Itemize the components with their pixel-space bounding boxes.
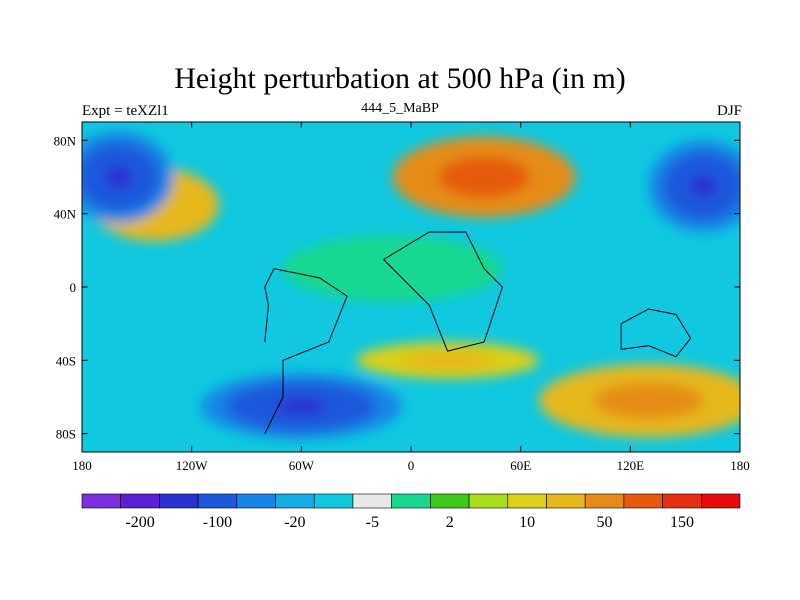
colorbar-box-4 — [236, 493, 276, 509]
season-label: DJF — [716, 103, 742, 119]
chart-title: Height perturbation at 500 hPa (in m) — [174, 62, 626, 95]
colorbar-box-3 — [197, 493, 238, 509]
colorbar-box-1 — [120, 493, 160, 509]
colorbar-label-5: 10 — [519, 514, 535, 531]
x-tick-label-1: 120W — [176, 458, 209, 473]
y-tick-label-2: 0 — [70, 280, 77, 295]
x-tick-label-0: 180 — [72, 458, 92, 473]
experiment-label: Expt = teXZl1 — [82, 103, 169, 119]
x-tick-label-4: 60E — [510, 458, 531, 473]
colorbar-box-13 — [584, 493, 625, 509]
x-tick-label-3: 0 — [408, 458, 415, 473]
colorbar-label-1: -100 — [203, 514, 232, 531]
colorbar-box-7 — [352, 493, 392, 509]
y-tick-label-0: 80N — [54, 133, 77, 148]
field-feature-5-ring-3 — [276, 397, 327, 415]
colorbar-label-6: 50 — [597, 514, 613, 531]
colorbar-box-11 — [507, 493, 547, 509]
y-tick-label-4: 80S — [56, 427, 76, 442]
colorbar-label-7: 150 — [670, 514, 694, 531]
field-feature-4-ring-3 — [689, 174, 718, 198]
colorbar-box-12 — [546, 493, 586, 509]
x-tick-label-2: 60W — [289, 458, 315, 473]
field-feature-7-ring-3 — [424, 355, 471, 365]
x-tick-label-6: 180 — [730, 458, 750, 473]
colorbar: -200 -100 -20 -5 2 10 50 150 — [81, 493, 741, 531]
colorbar-box-8 — [391, 493, 431, 509]
contour-field — [82, 122, 740, 452]
coastlines — [264, 231, 692, 434]
field-feature-3-ring-3 — [104, 165, 133, 189]
colorbar-box-10 — [468, 493, 509, 509]
field-features — [82, 131, 740, 440]
colorbar-box-5 — [275, 493, 315, 509]
colorbar-label-2: -20 — [284, 514, 305, 531]
x-tick-label-5: 120E — [617, 458, 645, 473]
colorbar-label-0: -200 — [125, 514, 154, 531]
colorbar-box-0 — [81, 493, 122, 509]
colorbar-label-4: 2 — [446, 514, 454, 531]
y-tick-label-1: 40N — [54, 207, 77, 222]
colorbar-box-2 — [159, 493, 199, 509]
coastline-africa — [383, 231, 503, 352]
colorbar-label-3: -5 — [366, 514, 379, 531]
colorbar-box-6 — [313, 493, 354, 509]
run-label: 444_5_MaBP — [361, 101, 439, 116]
axes: 180 120W 60W 0 60E 120E 180 80N 40N 0 40S 80S — [54, 122, 750, 473]
field-feature-0-ring-3 — [461, 166, 507, 188]
coastline-australia — [620, 308, 692, 358]
y-tick-label-3: 40S — [56, 353, 76, 368]
colorbar-box-9 — [430, 493, 470, 509]
colorbar-box-16 — [700, 493, 741, 509]
colorbar-box-14 — [623, 493, 663, 509]
colorbar-box-15 — [662, 493, 702, 509]
coastline-south-america — [264, 268, 348, 434]
field-feature-2-ring-3 — [621, 391, 677, 410]
